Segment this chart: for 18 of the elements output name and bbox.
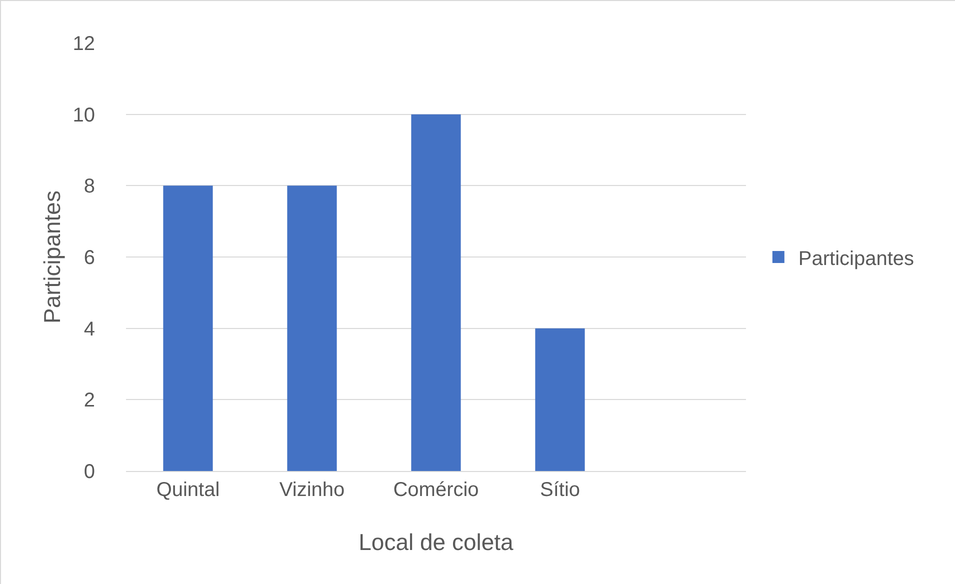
bar bbox=[411, 114, 461, 471]
bar bbox=[287, 186, 337, 471]
legend-label: Participantes bbox=[798, 248, 914, 270]
y-tick-label: 4 bbox=[84, 318, 95, 340]
x-axis-title: Local de coleta bbox=[358, 529, 514, 555]
x-tick-label: Sítio bbox=[540, 479, 580, 501]
y-tick-label: 12 bbox=[72, 33, 95, 55]
bar bbox=[163, 186, 213, 471]
x-tick-label: Vizinho bbox=[279, 479, 345, 501]
y-tick-label: 10 bbox=[72, 104, 95, 126]
y-tick-label: 0 bbox=[84, 461, 95, 483]
y-tick-label: 2 bbox=[84, 390, 95, 412]
y-tick-label: 6 bbox=[84, 247, 95, 269]
y-axis-title: Participantes bbox=[39, 190, 66, 324]
y-tick-label: 8 bbox=[84, 176, 95, 198]
x-tick-label: Quintal bbox=[156, 479, 220, 501]
bar bbox=[535, 328, 585, 471]
x-tick-label: Comércio bbox=[393, 479, 479, 501]
